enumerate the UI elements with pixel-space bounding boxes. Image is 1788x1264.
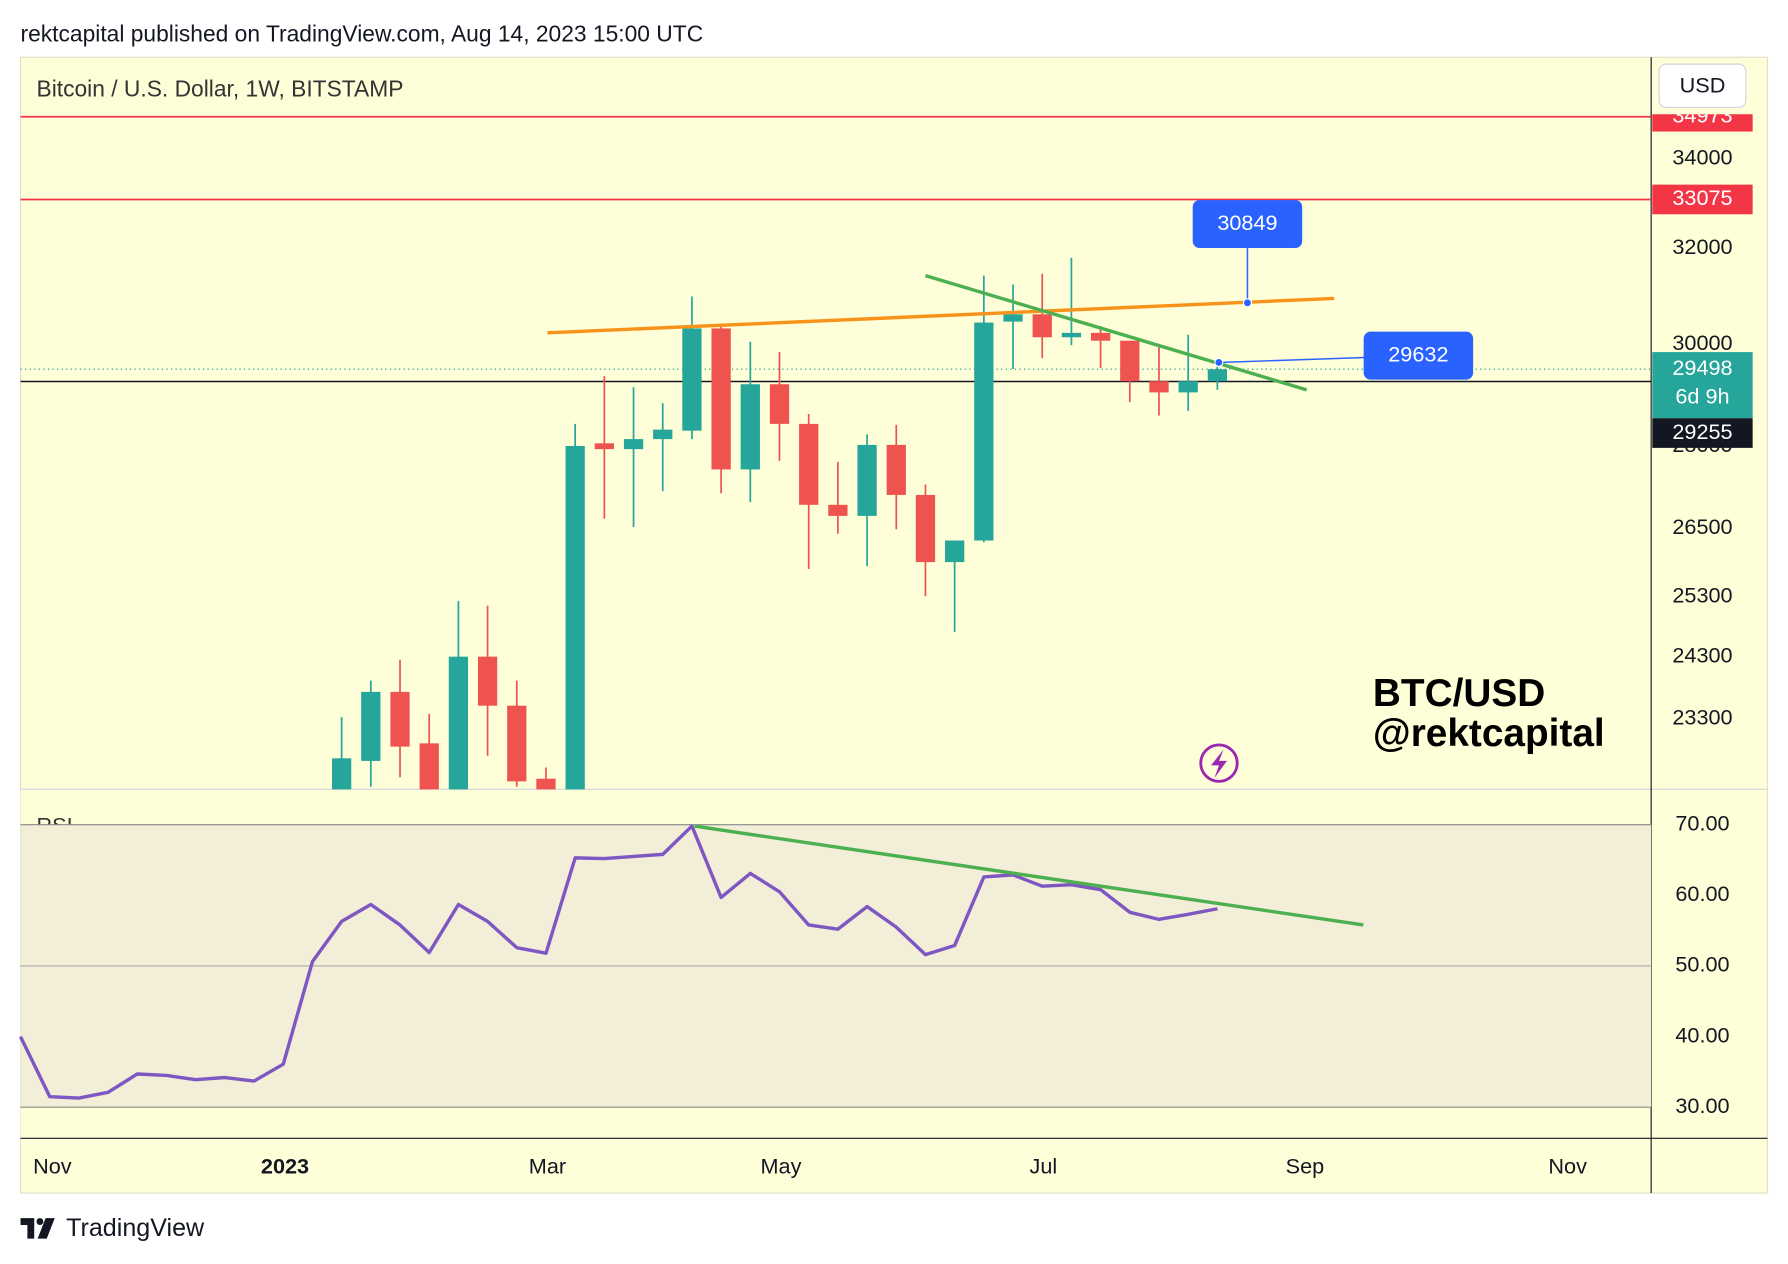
candle-body — [390, 691, 410, 747]
level-label: 33075 — [1672, 185, 1732, 210]
reference-label-bg — [1652, 418, 1753, 448]
candle-body — [1149, 381, 1169, 393]
alert-icon[interactable] — [1199, 743, 1239, 783]
callout-label: 30849 — [1217, 210, 1277, 235]
y-tick-label: 50.00 — [1675, 952, 1729, 977]
annotation: BTC/USD — [1373, 672, 1545, 715]
callout-box — [1192, 200, 1303, 249]
callout-label: 29632 — [1388, 341, 1448, 366]
candle-body — [740, 384, 760, 470]
candle-body — [1003, 314, 1023, 322]
candle-body — [565, 445, 585, 790]
rsi-line — [18, 824, 1218, 1100]
candle-body — [886, 444, 906, 495]
y-tick-label: 60.00 — [1675, 881, 1729, 906]
last-price-label-bg — [1652, 352, 1753, 419]
callout-box — [1363, 331, 1474, 380]
x-tick-label: Mar — [529, 1154, 566, 1179]
y-tick-label: 24300 — [1672, 642, 1732, 667]
x-tick-label: May — [761, 1154, 802, 1179]
candle-body — [477, 656, 498, 706]
annotation: @rektcapital — [1373, 712, 1605, 755]
y-tick-label: 70.00 — [1675, 810, 1729, 835]
countdown: 6d 9h — [1675, 383, 1729, 408]
y-tick-label: 25300 — [1672, 583, 1732, 608]
x-tick-label: Jul — [1030, 1154, 1058, 1179]
candle-body — [1032, 314, 1052, 338]
candle-body — [653, 429, 673, 440]
y-tick-label: 40.00 — [1675, 1022, 1729, 1047]
candle-body — [915, 494, 936, 563]
candle-body — [1061, 332, 1082, 338]
candle-body — [974, 322, 994, 541]
callout-point — [1242, 298, 1253, 308]
x-tick-label: Nov — [1548, 1154, 1587, 1179]
candle-body — [623, 439, 644, 450]
candle-body — [331, 758, 352, 790]
rsi-trendline — [694, 824, 1364, 927]
logo-text: TradingView — [66, 1214, 205, 1242]
candle-body — [1120, 340, 1140, 382]
candle-body — [799, 423, 819, 505]
trendline — [924, 273, 1308, 392]
level-label: 34973 — [1672, 102, 1732, 127]
candle-body — [711, 328, 731, 470]
candle-body — [682, 328, 702, 431]
candle-body — [1090, 332, 1111, 341]
callout-point — [1214, 357, 1224, 368]
group: 2330024300253002650028000300003200034000… — [1652, 102, 1753, 730]
y-tick-label: 30.00 — [1675, 1093, 1729, 1118]
currency[interactable]: USD — [1680, 73, 1726, 98]
x-tick-label: 2023 — [261, 1154, 309, 1179]
header: rektcapital published on TradingView.com… — [21, 21, 704, 47]
logo-icon — [20, 1218, 55, 1239]
candle-body — [594, 443, 614, 450]
level-label-bg — [1652, 114, 1753, 132]
y-tick-label: 26500 — [1672, 514, 1732, 539]
candle-body — [536, 778, 556, 790]
candle-body — [419, 743, 439, 790]
x-tick-label: Sep — [1286, 1154, 1325, 1179]
x-tick-label: Nov — [33, 1154, 72, 1179]
last-price-label: 29498 — [1672, 355, 1732, 380]
candle-body — [857, 444, 877, 516]
reference-label: 29255 — [1672, 419, 1732, 444]
candle-body — [828, 504, 848, 516]
y-tick-label: 23300 — [1672, 705, 1732, 730]
candle-body — [507, 705, 527, 782]
y-tick-label: 34000 — [1672, 144, 1732, 169]
candle-body — [1178, 381, 1198, 393]
currency-button[interactable] — [1658, 63, 1747, 109]
candle-body — [945, 540, 965, 563]
y-tick-label: 30000 — [1672, 330, 1732, 355]
group — [20, 115, 1652, 790]
trendline — [547, 296, 1335, 335]
candle-body — [448, 656, 469, 790]
candle-body — [769, 384, 790, 424]
chart-title: Bitcoin / U.S. Dollar, 1W, BITSTAMP — [36, 75, 403, 101]
y-tick-label: 32000 — [1672, 234, 1732, 259]
candle-body — [361, 691, 381, 761]
level-label-bg — [1652, 184, 1753, 215]
candle-body — [1207, 369, 1228, 382]
